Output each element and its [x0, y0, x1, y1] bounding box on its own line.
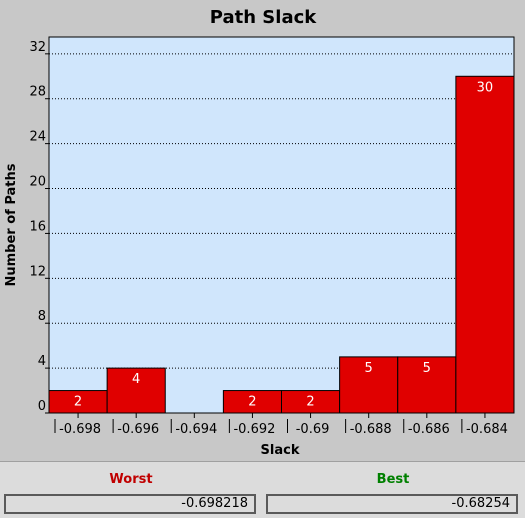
best-label: Best — [376, 472, 410, 487]
bars: 2 4 2 2 5 5 30 — [48, 75, 515, 414]
bar-value-label: 2 — [248, 395, 256, 410]
x-tick-label: -0.686 — [408, 422, 450, 437]
x-tick-label: -0.696 — [117, 422, 159, 437]
bar — [339, 356, 399, 414]
bar-value-label: 30 — [477, 80, 494, 95]
best-value-field: -0.68254 — [266, 494, 518, 514]
y-tick-label: 28 — [29, 85, 46, 100]
x-tick-label: -0.69 — [296, 422, 330, 437]
bar-value-label: 2 — [74, 395, 82, 410]
bar-value-label: 4 — [132, 372, 140, 387]
x-axis-ticks: -0.698 -0.696 -0.694 -0.692 -0.69 -0.688 -0.68… — [54, 413, 508, 437]
plot-area — [48, 36, 515, 414]
slack-summary-panel: Worst Best -0.698218 -0.68254 — [0, 461, 525, 518]
y-tick-label: 8 — [38, 309, 46, 324]
y-tick-label: 12 — [29, 264, 46, 279]
bar-value-label: 5 — [365, 361, 373, 376]
x-tick-label: -0.688 — [350, 422, 392, 437]
y-tick-label: 32 — [29, 40, 46, 55]
worst-value-field: -0.698218 — [4, 494, 256, 514]
bar-value-label: 5 — [423, 361, 431, 376]
y-tick-label: 0 — [38, 399, 46, 414]
y-tick-label: 16 — [29, 219, 46, 234]
y-axis-label: Number of Paths — [4, 163, 19, 286]
y-axis-ticks: 0 4 8 12 16 20 24 28 32 — [29, 40, 49, 414]
chart-title: Path Slack — [210, 7, 317, 28]
bar-value-label: 2 — [306, 395, 314, 410]
y-tick-label: 24 — [29, 130, 46, 145]
bar — [455, 75, 515, 414]
y-tick-label: 4 — [38, 354, 46, 369]
worst-label: Worst — [109, 472, 153, 487]
bar — [106, 367, 166, 414]
x-tick-label: -0.684 — [466, 422, 508, 437]
x-tick-label: -0.694 — [175, 422, 217, 437]
y-tick-label: 20 — [29, 175, 46, 190]
x-tick-label: -0.698 — [59, 422, 101, 437]
x-tick-label: -0.692 — [233, 422, 275, 437]
x-axis-label: Slack — [261, 443, 300, 458]
